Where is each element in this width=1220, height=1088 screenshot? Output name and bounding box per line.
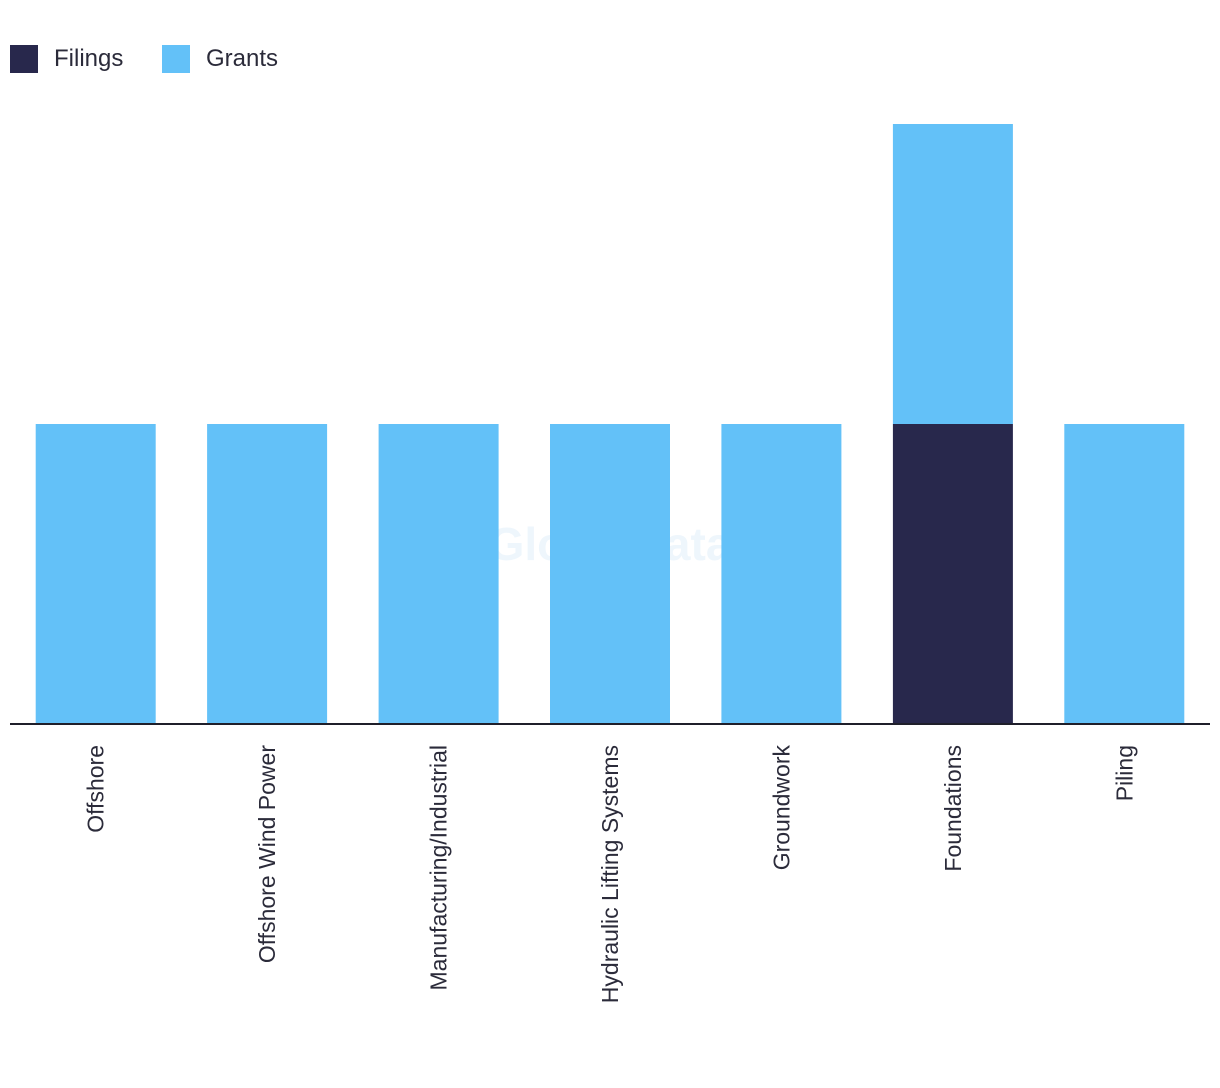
- bar-grants-2: [207, 424, 328, 724]
- x-tick-label-1: Offshore: [83, 745, 109, 833]
- bar-grants-5: [721, 424, 842, 724]
- x-tick-label-2: Offshore Wind Power: [254, 745, 280, 964]
- legend-swatch-filings: [10, 45, 38, 73]
- legend-label-grants: Grants: [206, 45, 278, 72]
- x-tick-label-3: Manufacturing/Industrial: [426, 745, 452, 990]
- bar-grants-3: [378, 424, 499, 724]
- x-tick-label-4: Hydraulic Lifting Systems: [597, 745, 623, 1003]
- legend-label-filings: Filings: [54, 45, 123, 72]
- bar-grants-7: [1064, 424, 1185, 724]
- bar-grants-1: [35, 424, 156, 724]
- bar-filings-6: [892, 424, 1013, 724]
- legend: Filings Grants: [10, 45, 278, 73]
- bar-grants-4: [550, 424, 670, 724]
- x-tick-labels: Offshore Offshore Wind Power Manufacturing…: [83, 745, 1138, 1004]
- bar-grants-6: [892, 124, 1013, 424]
- x-tick-label-5: Groundwork: [768, 745, 794, 871]
- legend-swatch-grants: [162, 45, 190, 73]
- x-tick-label-6: Foundations: [940, 745, 966, 872]
- bars-group: [35, 124, 1185, 724]
- x-tick-label-7: Piling: [1111, 745, 1137, 801]
